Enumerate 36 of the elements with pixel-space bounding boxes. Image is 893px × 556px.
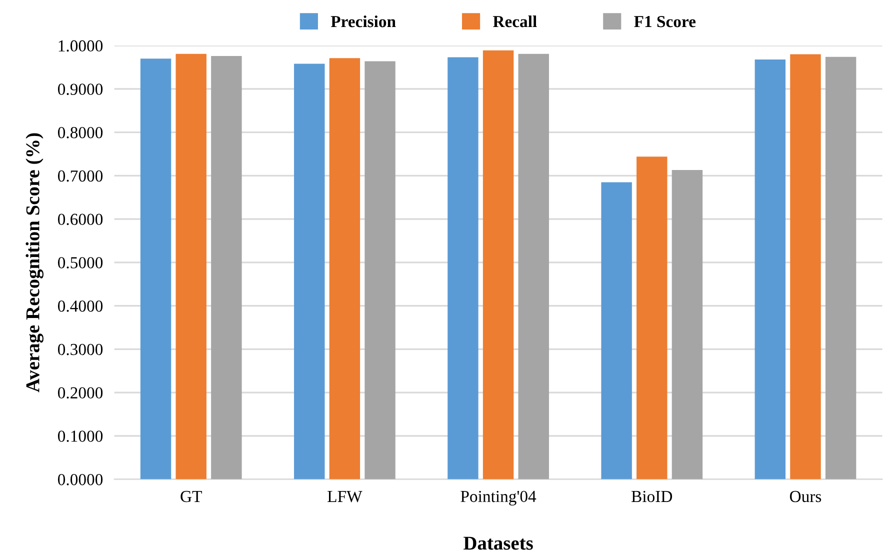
x-tick-label: Pointing'04 (460, 490, 536, 506)
y-tick-label: 0.5000 (58, 257, 103, 268)
y-axis-title: Average Recognition Score (%) (26, 133, 44, 392)
bar (482, 50, 514, 480)
bar (329, 58, 360, 480)
y-tick-label: 0.1000 (58, 430, 103, 442)
y-tick-label: 0.7000 (58, 170, 103, 182)
y-tick-label: 0.0000 (58, 474, 103, 486)
bar (364, 61, 396, 480)
bar (636, 156, 668, 480)
bar (672, 170, 703, 480)
legend-label: Recall (492, 15, 537, 28)
y-tick-label: 0.8000 (58, 127, 103, 138)
x-tick-label: Ours (790, 490, 822, 502)
legend-label: Precision (330, 15, 396, 28)
x-axis-title: Datasets (464, 536, 533, 550)
y-tick-label: 0.6000 (58, 214, 103, 226)
y-tick-label: 1.0000 (58, 40, 103, 52)
bar (211, 56, 242, 480)
bar (601, 182, 632, 480)
y-tick-label: 0.9000 (58, 84, 103, 95)
bar (790, 54, 821, 480)
bar (518, 54, 549, 480)
legend-label: F1 Score (634, 16, 696, 28)
y-tick-label: 0.4000 (58, 300, 103, 312)
y-tick-label: 0.2000 (58, 387, 103, 399)
y-tick-label: 0.3000 (58, 344, 103, 356)
x-tick-label: GT (180, 490, 202, 502)
x-tick-label: BioID (632, 490, 672, 502)
x-tick-label: LFW (328, 491, 362, 502)
bar (176, 54, 206, 480)
bar (140, 58, 172, 480)
bar (294, 64, 325, 480)
bar (754, 59, 786, 480)
bar (448, 57, 478, 480)
bar (825, 56, 856, 480)
